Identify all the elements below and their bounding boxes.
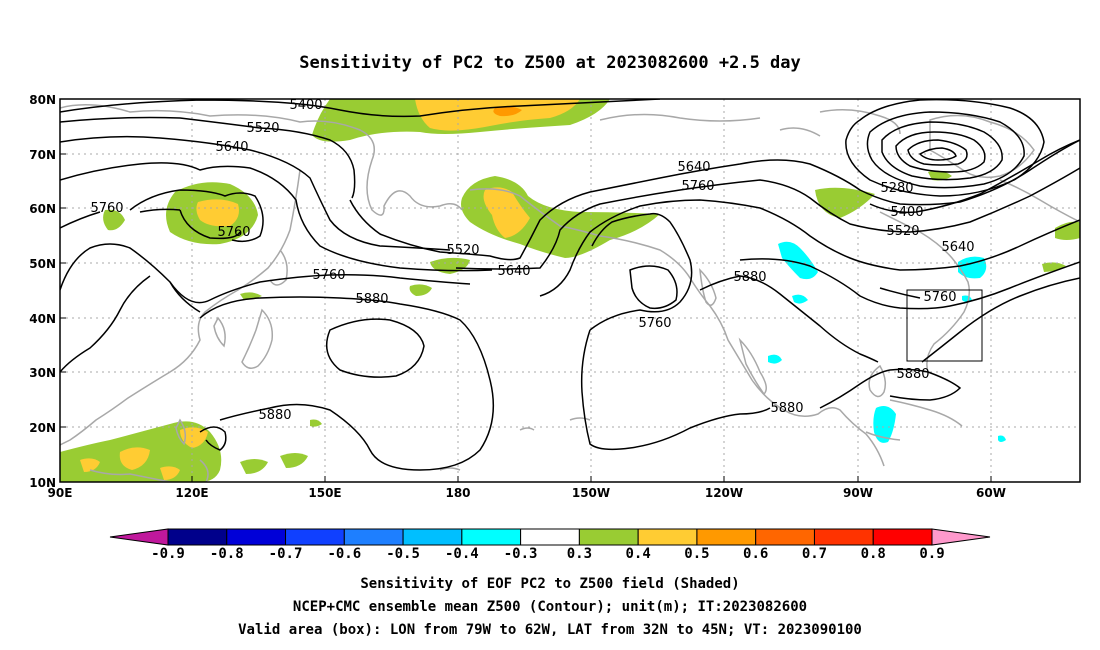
contour-label: 5760: [217, 225, 250, 240]
valid-area-box: [906, 289, 983, 362]
contour-label: 5520: [886, 224, 919, 239]
contour-label: 5640: [941, 240, 974, 255]
colorbar-label: 0.5: [684, 546, 709, 562]
colorbar-box: [696, 528, 757, 546]
colorbar-box: [637, 528, 698, 546]
lon-label: 180: [445, 486, 470, 500]
contour-label: 5880: [355, 292, 388, 307]
contour-label: 5760: [638, 316, 671, 331]
contour-label: 5640: [497, 264, 530, 279]
figure-title: Sensitivity of PC2 to Z500 at 2023082600…: [299, 53, 801, 73]
z500-contours: [60, 99, 1080, 471]
figure-caption: Sensitivity of EOF PC2 to Z500 field (Sh…: [238, 576, 862, 638]
latitude-labels: 80N 70N 60N 50N 40N 30N 20N 10N: [29, 93, 56, 490]
lon-label: 90E: [48, 486, 73, 500]
colorbar-label: 0.9: [919, 546, 944, 562]
colorbar-box: [285, 528, 345, 546]
colorbar: -0.9 -0.8 -0.7 -0.6 -0.5 -0.4 -0.3 0.3 0.4 0.5 0.6…: [109, 528, 991, 562]
colorbar-label: 0.7: [802, 546, 827, 562]
contour-label: 5640: [215, 140, 248, 155]
lat-label: 70N: [29, 148, 56, 162]
lon-label: 90W: [843, 486, 873, 500]
colorbar-label: 0.6: [743, 546, 768, 562]
contour-label: 5280: [880, 181, 913, 196]
lat-label: 10N: [29, 476, 56, 490]
colorbar-box: [226, 528, 287, 546]
colorbar-box: [461, 528, 522, 546]
colorbar-label: -0.7: [269, 546, 303, 562]
colorbar-box: [755, 528, 815, 546]
colorbar-under-triangle: [109, 528, 169, 546]
contour-label: 5880: [770, 401, 803, 416]
contour-label: 5640: [677, 160, 710, 175]
lon-label: 150E: [308, 486, 341, 500]
contour-label: 5400: [890, 205, 923, 220]
longitude-labels: 90E 120E 150E 180 150W 120W 90W 60W: [48, 486, 1006, 500]
colorbar-box: [578, 528, 639, 546]
caption-line-2: NCEP+CMC ensemble mean Z500 (Contour); u…: [293, 599, 807, 615]
contour-label: 5880: [896, 367, 929, 382]
colorbar-box: [343, 528, 404, 546]
colorbar-label: -0.9: [151, 546, 185, 562]
colorbar-box: [813, 528, 874, 546]
contour-label: 5760: [681, 179, 714, 194]
caption-line-1: Sensitivity of EOF PC2 to Z500 field (Sh…: [360, 576, 739, 592]
lat-label: 20N: [29, 421, 56, 435]
lon-label: 120W: [705, 486, 743, 500]
colorbar-box: [520, 528, 580, 546]
caption-line-3: Valid area (box): LON from 79W to 62W, L…: [238, 622, 862, 638]
colorbar-boxes: [167, 528, 933, 546]
lon-label: 150W: [572, 486, 610, 500]
map-plot-area: [60, 99, 1080, 482]
contour-label: 5760: [312, 268, 345, 283]
contour-label: 5400: [289, 98, 322, 113]
colorbar-box: [402, 528, 463, 546]
lat-label: 30N: [29, 366, 56, 380]
contour-label: 5880: [733, 270, 766, 285]
contour-label: 5760: [923, 290, 956, 305]
colorbar-box: [872, 528, 933, 546]
axis-ticks: [60, 98, 992, 483]
lon-label: 60W: [976, 486, 1006, 500]
colorbar-label: 0.3: [567, 546, 592, 562]
colorbar-label: -0.3: [504, 546, 538, 562]
lat-label: 50N: [29, 257, 56, 271]
lat-label: 60N: [29, 202, 56, 216]
colorbar-label: -0.4: [445, 546, 479, 562]
contour-labels: 5400 5520 5640 5760 5760 5520 5640 5760 …: [90, 98, 974, 423]
colorbar-box: [167, 528, 228, 546]
contour-label: 5880: [258, 408, 291, 423]
contour-label: 5760: [90, 201, 123, 216]
lat-label: 40N: [29, 312, 56, 326]
lat-lon-grid: [60, 99, 1080, 482]
colorbar-labels: -0.9 -0.8 -0.7 -0.6 -0.5 -0.4 -0.3 0.3 0.4 0.5 0.6…: [151, 546, 945, 562]
lon-label: 120E: [175, 486, 208, 500]
colorbar-over-triangle: [931, 528, 991, 546]
contour-label: 5520: [246, 121, 279, 136]
colorbar-label: -0.8: [210, 546, 244, 562]
colorbar-label: 0.8: [861, 546, 886, 562]
map-frame: [59, 98, 1081, 483]
contour-label: 5520: [446, 243, 479, 258]
sensitivity-shading: [60, 99, 1080, 482]
lat-label: 80N: [29, 93, 56, 107]
colorbar-label: 0.4: [626, 546, 651, 562]
colorbar-label: -0.5: [386, 546, 420, 562]
colorbar-label: -0.6: [327, 546, 361, 562]
